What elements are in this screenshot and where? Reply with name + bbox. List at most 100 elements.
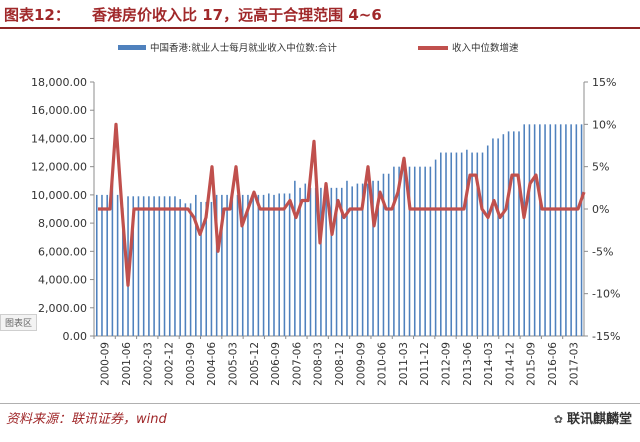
income-bar [283, 193, 286, 336]
income-bar [372, 180, 374, 336]
income-bar [403, 166, 406, 336]
x-tick-label: 2000-09 [100, 342, 112, 386]
income-bar [231, 194, 234, 336]
income-bar [398, 166, 400, 336]
y-left-tick-label: 8,000.00 [38, 217, 87, 230]
chart-frame: 中国香港:就业人士每月就业收入中位数:合计 收入中位数增速 0.00 2,000.00… [0, 30, 640, 402]
figure-header: 图表12： 香港房价收入比 17，远高于合理范围 4~6 [0, 0, 640, 28]
income-bar [168, 196, 171, 336]
income-bar [518, 131, 520, 336]
income-bar [247, 194, 249, 336]
income-bar [460, 152, 463, 336]
income-bar [299, 187, 301, 336]
watermark: ✿ 联讯麒麟堂 [554, 408, 632, 427]
income-bar [111, 180, 114, 336]
income-bar [320, 187, 322, 336]
income-bar [424, 166, 426, 336]
x-tick-label: 2017-03 [568, 342, 580, 386]
income-bar [309, 187, 312, 336]
y-left-tick-label: 0.00 [63, 330, 88, 343]
income-bar [163, 196, 166, 336]
income-bar [539, 124, 541, 336]
x-tick-label: 2012-09 [441, 342, 453, 386]
x-tick-label: 2007-06 [291, 342, 303, 386]
income-bar [330, 187, 333, 336]
income-bar [554, 124, 557, 336]
income-bar [429, 166, 432, 336]
income-bar [528, 124, 531, 336]
plot-area-label: 图表区 [0, 314, 38, 331]
income-bar [142, 196, 145, 336]
watermark-text: 联讯麒麟堂 [566, 412, 632, 427]
income-bar [153, 196, 155, 336]
income-bar [294, 180, 296, 336]
legend-bar-label: 中国香港:就业人士每月就业收入中位数:合计 [150, 42, 337, 54]
legend-line-label: 收入中位数增速 [452, 42, 519, 54]
income-bar [95, 194, 98, 336]
x-tick-label: 2011-12 [419, 342, 431, 386]
income-bar [314, 187, 317, 336]
income-bar [450, 152, 453, 336]
income-bar [122, 207, 124, 336]
y-right-tick-label: 0% [592, 203, 609, 216]
income-bar [575, 124, 578, 336]
x-tick-label: 2008-03 [313, 342, 325, 386]
income-bar [262, 194, 265, 336]
source-note: 资料来源：联讯证券，wind [6, 412, 167, 427]
income-bar [455, 152, 458, 336]
figure-title: 香港房价收入比 17，远高于合理范围 4~6 [92, 6, 382, 24]
x-tick-label: 2014-03 [483, 342, 495, 386]
income-bar [226, 194, 228, 336]
x-tick-label: 2002-03 [142, 342, 154, 386]
income-bar [215, 194, 218, 336]
income-bar [513, 131, 515, 336]
income-bar [252, 194, 254, 336]
x-tick-label: 2001-06 [121, 342, 133, 386]
income-bar [278, 193, 280, 336]
income-bar [497, 138, 499, 336]
income-bar [236, 194, 239, 336]
income-bar [268, 193, 270, 336]
income-bar [273, 194, 275, 336]
x-tick-label: 2014-12 [504, 342, 516, 386]
y-right-tick-label: -15% [592, 330, 620, 343]
y-left-tick-label: 6,000.00 [38, 245, 87, 258]
income-bar [210, 201, 213, 336]
y-right-tick-label: 5% [592, 161, 609, 174]
x-tick-label: 2006-09 [270, 342, 282, 386]
y-left-tick-label: 18,000.00 [31, 76, 87, 89]
income-bar [132, 196, 135, 336]
income-bar [507, 131, 510, 336]
income-bar [419, 166, 421, 336]
income-bar [502, 134, 505, 336]
income-bar [440, 152, 442, 336]
y-right-tick-label: -5% [592, 245, 613, 258]
income-bar [367, 183, 369, 336]
income-bar [434, 159, 437, 336]
x-tick-label: 2013-06 [462, 342, 474, 386]
income-bar [241, 194, 244, 336]
income-bar [544, 124, 546, 336]
y-right-tick-label: -10% [592, 288, 620, 301]
income-bar [288, 193, 291, 336]
income-bar [580, 124, 583, 336]
income-bar [559, 124, 562, 336]
income-bar [137, 196, 140, 336]
x-tick-label: 2008-12 [334, 342, 346, 386]
income-bar [189, 203, 192, 336]
x-tick-label: 2005-03 [227, 342, 239, 386]
income-bar [195, 194, 197, 336]
income-bar [304, 183, 307, 336]
x-tick-label: 2005-12 [249, 342, 261, 386]
income-bar [570, 124, 572, 336]
income-bar [346, 180, 348, 336]
income-bar [471, 152, 473, 336]
income-bar [221, 194, 223, 336]
income-bar [549, 124, 552, 336]
income-bar [356, 183, 359, 336]
income-bar [351, 186, 353, 336]
income-bar [148, 196, 150, 336]
y-right-tick-label: 15% [592, 76, 616, 89]
income-bar [445, 152, 447, 336]
income-bar [158, 196, 161, 336]
